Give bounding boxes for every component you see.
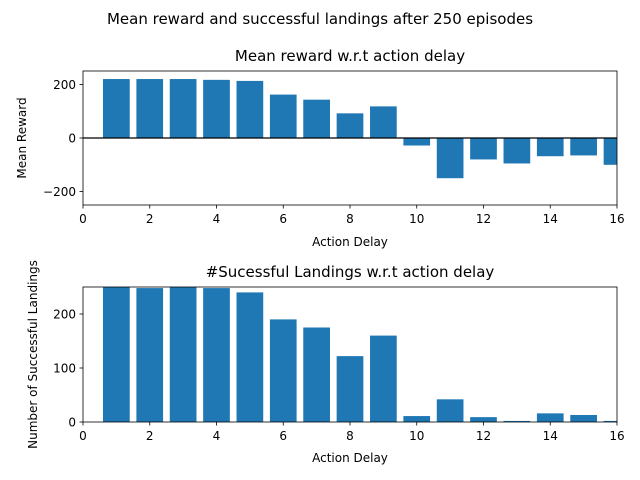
c0-ylabel: Mean Reward	[15, 97, 29, 178]
c0-bar-2	[136, 79, 164, 138]
c1-xtick-label: 6	[279, 429, 287, 443]
figure-suptitle: Mean reward and successful landings afte…	[107, 10, 533, 28]
c0-ytick-label: 0	[68, 132, 76, 146]
c1-bar-15	[570, 414, 597, 422]
successful-landings-chart: 0 2 4 6 8 10 12 14 16 0 100 200 #Sucessful Landings …	[26, 260, 625, 465]
c1-bar-13	[503, 420, 531, 422]
c1-ytick-label: 200	[53, 308, 76, 322]
c0-xtick-label: 4	[213, 212, 221, 226]
c1-bar-3	[169, 287, 197, 422]
c1-ylabel: Number of Successful Landings	[26, 260, 40, 449]
c0-bar-13	[503, 138, 531, 164]
c1-ytick-label: 100	[53, 362, 76, 376]
c1-bar-4	[203, 288, 230, 422]
c1-xtick-label: 10	[409, 429, 424, 443]
c0-bar-11	[436, 138, 464, 179]
c1-bar-14	[536, 413, 564, 422]
c0-bar-9	[370, 106, 397, 138]
c0-xtick-label: 0	[79, 212, 87, 226]
c1-bar-12	[470, 417, 497, 422]
c1-xtick-label: 14	[543, 429, 558, 443]
c0-title: Mean reward w.r.t action delay	[235, 47, 465, 65]
c0-bar-16	[603, 138, 617, 165]
c0-bar-14	[536, 138, 564, 157]
c1-xtick-label: 8	[346, 429, 354, 443]
c1-xtick-label: 0	[79, 429, 87, 443]
c1-xtick-label: 12	[476, 429, 491, 443]
c1-bar-9	[370, 335, 397, 422]
c1-xtick-label: 2	[146, 429, 154, 443]
c0-xtick-label: 16	[609, 212, 624, 226]
c0-xlabel: Action Delay	[312, 235, 388, 249]
c0-xtick-label: 2	[146, 212, 154, 226]
c1-bar-7	[303, 327, 330, 422]
c0-bar-7	[303, 99, 330, 138]
c1-bar-8	[336, 356, 364, 422]
c0-ytick-label: 200	[53, 78, 76, 92]
c0-xtick-label: 10	[409, 212, 424, 226]
c0-bar-4	[203, 79, 230, 138]
c1-xtick-label: 4	[213, 429, 221, 443]
c1-bar-16	[603, 420, 617, 422]
c0-bar-5	[236, 80, 264, 138]
c1-xtick-label: 16	[609, 429, 624, 443]
c1-bar-5	[236, 292, 264, 422]
c0-bar-1	[103, 79, 130, 138]
c0-ytick-label: −200	[43, 185, 76, 199]
c0-bar-12	[470, 138, 497, 160]
c0-bar-3	[169, 79, 197, 138]
c1-bar-10	[403, 416, 431, 422]
c0-bar-15	[570, 138, 597, 156]
c0-xtick-label: 6	[279, 212, 287, 226]
c1-bar-11	[436, 399, 464, 422]
c1-xlabel: Action Delay	[312, 451, 388, 465]
c0-bar-8	[336, 113, 364, 138]
c0-xtick-label: 14	[543, 212, 558, 226]
c0-bar-10	[403, 138, 431, 146]
c1-bar-1	[103, 287, 130, 422]
c1-bar-2	[136, 288, 164, 422]
c1-ytick-label: 0	[68, 416, 76, 430]
c1-title: #Sucessful Landings w.r.t action delay	[206, 263, 495, 281]
c0-xtick-label: 8	[346, 212, 354, 226]
c0-bar-6	[269, 94, 297, 138]
c0-xtick-label: 12	[476, 212, 491, 226]
c1-bar-6	[269, 319, 297, 422]
